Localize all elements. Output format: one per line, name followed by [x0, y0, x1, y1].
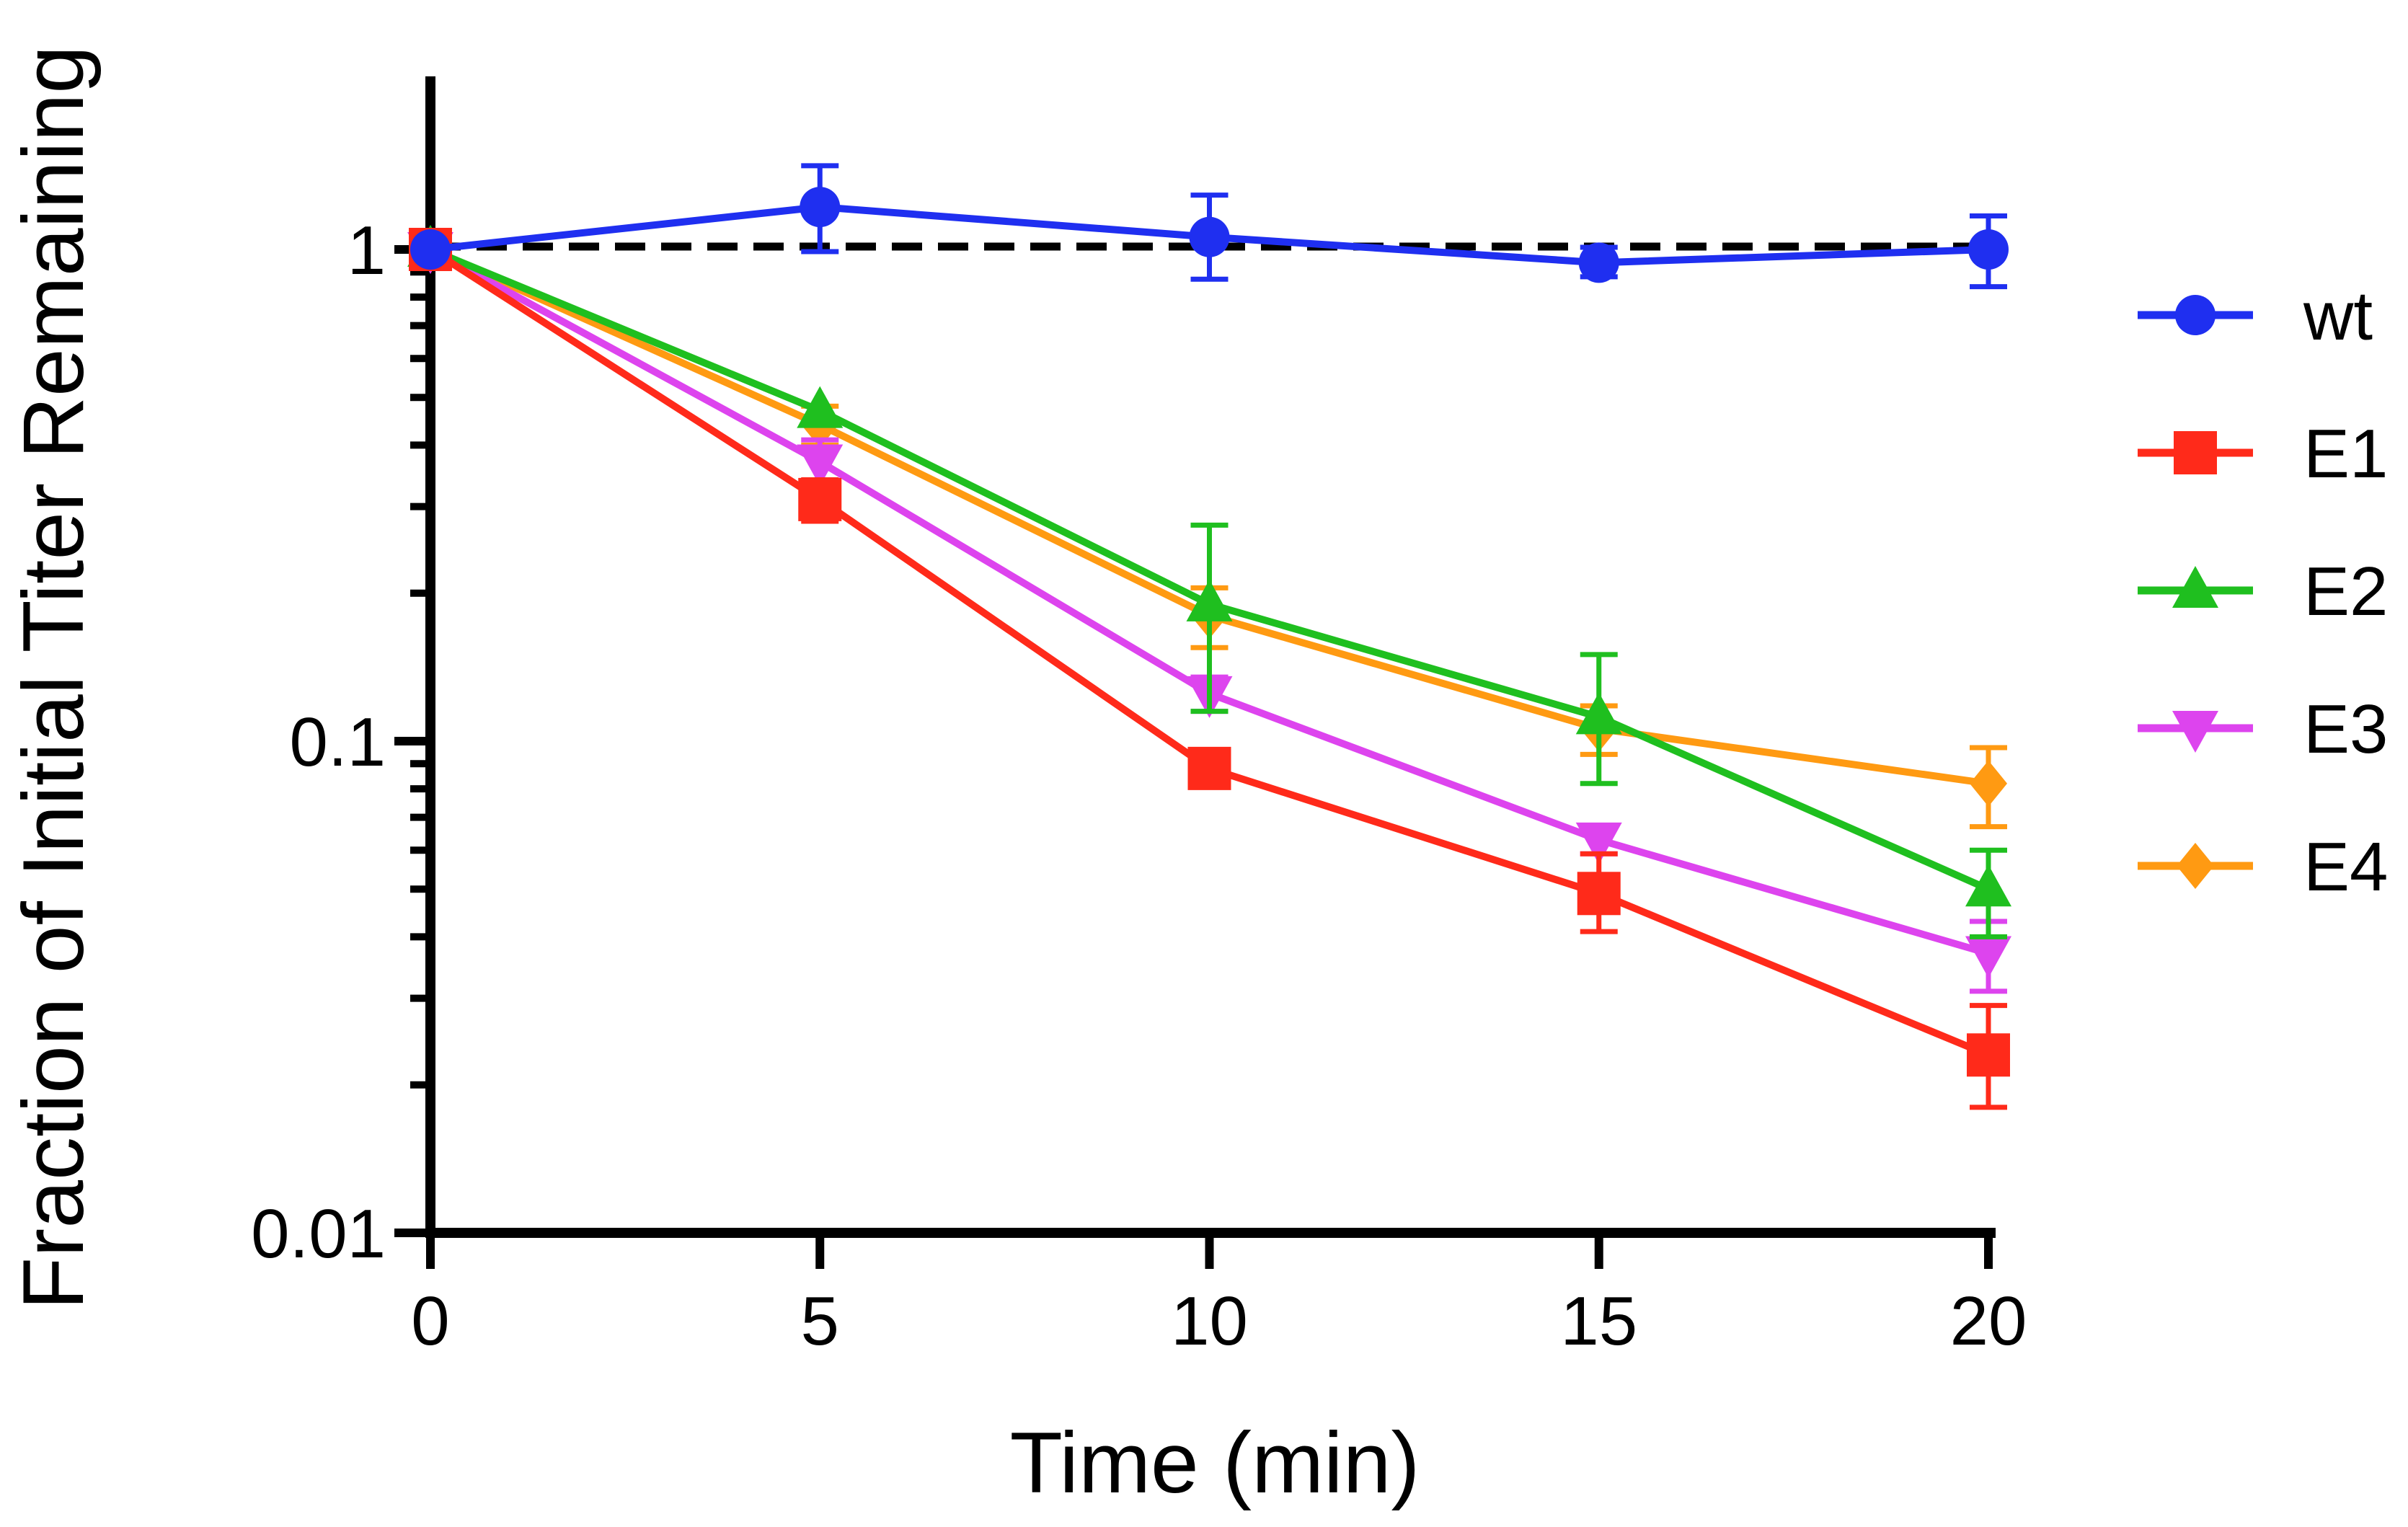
legend: wt E1 E2 E3 E4: [2138, 278, 2388, 906]
series-wt: [410, 163, 2009, 290]
data-point-wt: [1968, 229, 2009, 270]
data-point-E2: [1575, 692, 1622, 735]
y-axis-title: Fraction of Initial Titer Remaining: [5, 45, 102, 1310]
data-point-wt: [1189, 216, 1230, 257]
data-point-E1: [1187, 746, 1231, 790]
data-point-E3: [797, 444, 844, 487]
series-E1: [409, 228, 2010, 1110]
legend-item-E4: E4: [2138, 828, 2388, 906]
data-point-wt: [800, 187, 841, 228]
x-tick-label: 10: [1171, 1283, 1248, 1360]
legend-item-wt: wt: [2138, 278, 2373, 355]
data-point-E2: [797, 386, 844, 428]
legend-marker-E3: [2172, 711, 2218, 753]
data-point-E2: [1965, 864, 2011, 907]
legend-item-E2: E2: [2138, 553, 2388, 630]
legend-marker-E2: [2172, 566, 2218, 608]
data-point-wt: [1578, 242, 1619, 283]
data-point-E1: [1967, 1033, 2010, 1077]
legend-label-E2: E2: [2303, 553, 2388, 630]
data-point-wt: [410, 229, 451, 270]
data-point-E3: [1965, 936, 2011, 978]
legend-marker-E4: [2177, 843, 2214, 889]
legend-item-E3: E3: [2138, 691, 2388, 768]
legend-label-E4: E4: [2303, 828, 2388, 906]
axes: 1 0.1 0.01 0 5 10 15 20: [251, 76, 2027, 1360]
x-axis-title: Time (min): [1010, 1415, 1420, 1511]
x-tick-label: 5: [801, 1283, 839, 1360]
x-tick-label: 20: [1950, 1283, 2027, 1360]
data-point-E1: [798, 477, 842, 521]
legend-label-E3: E3: [2303, 691, 2388, 768]
legend-item-E1: E1: [2138, 415, 2388, 492]
legend-label-E1: E1: [2303, 415, 2388, 492]
x-tick-label: 15: [1560, 1283, 1637, 1360]
series-E2: [407, 225, 2011, 939]
legend-marker-E1: [2174, 431, 2217, 474]
data-point-E1: [1577, 872, 1621, 916]
series-group: [407, 163, 2011, 1110]
x-tick-label: 0: [411, 1283, 449, 1360]
legend-label-wt: wt: [2303, 278, 2373, 355]
y-tick-label: 1: [348, 212, 386, 289]
data-point-E3: [1575, 822, 1622, 864]
y-tick-label: 0.1: [290, 704, 386, 781]
data-point-E4: [1970, 760, 2007, 807]
legend-marker-wt: [2175, 295, 2216, 335]
data-point-E2: [1186, 579, 1233, 621]
y-tick-label: 0.01: [251, 1195, 386, 1272]
